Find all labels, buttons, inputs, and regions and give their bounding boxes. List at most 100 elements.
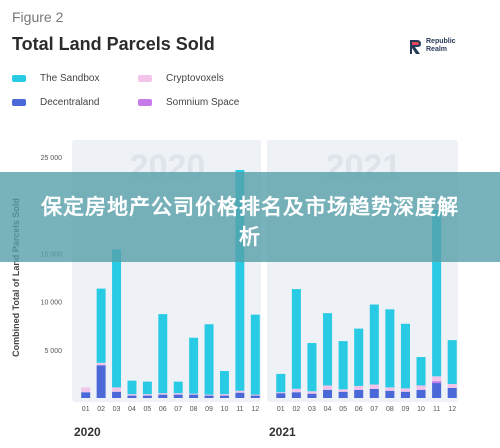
y-axis-title: Combined Total of Land Parcels Sold — [11, 198, 21, 357]
x-tick-label: 02 — [97, 406, 105, 413]
legend-swatch-somnium-space — [138, 99, 152, 106]
brand-name-line2: Realm — [426, 46, 448, 53]
x-tick-label: 05 — [143, 406, 151, 413]
x-tick-label: 09 — [205, 406, 213, 413]
bar-segment-cryptovoxels-2020-06 — [158, 393, 168, 395]
bar-segment-the-sandbox-2020-08 — [189, 337, 199, 394]
bar-segment-cryptovoxels-2021-02 — [291, 388, 301, 393]
bar-segment-decentraland-2021-09 — [400, 391, 410, 398]
chart-title: Total Land Parcels Sold — [12, 34, 215, 54]
bar-segment-the-sandbox-2021-08 — [385, 309, 395, 388]
bar-segment-decentraland-2020-11 — [235, 392, 245, 398]
bar-segment-decentraland-2020-02 — [96, 365, 106, 398]
bar-segment-cryptovoxels-2020-11 — [235, 390, 245, 393]
brand-name-line1: Republic — [426, 38, 456, 45]
bar-segment-cryptovoxels-2020-08 — [189, 393, 199, 395]
bar-segment-cryptovoxels-2021-01 — [276, 392, 286, 394]
x-tick-label: 02 — [292, 406, 300, 413]
bar-segment-the-sandbox-2020-03 — [112, 249, 122, 388]
bar-segment-decentraland-2020-08 — [189, 394, 199, 398]
bar-segment-the-sandbox-2020-02 — [96, 288, 106, 363]
bar-segment-cryptovoxels-2021-09 — [400, 388, 410, 392]
year-label-2020: 2020 — [74, 425, 101, 439]
bar-segment-decentraland-2021-11 — [432, 383, 442, 398]
x-tick-label: 03 — [113, 406, 121, 413]
bar-segment-cryptovoxels-2021-03 — [307, 391, 317, 394]
x-tick-label: 11 — [433, 406, 440, 413]
bar-segment-the-sandbox-2020-12 — [250, 314, 260, 395]
title-overlay-banner — [0, 172, 500, 262]
legend-label-the-sandbox: The Sandbox — [40, 73, 100, 84]
banner-title: 保定房地产公司价格排名及市场趋势深度解析 — [41, 195, 459, 249]
bar-segment-the-sandbox-2021-06 — [354, 328, 364, 386]
y-tick-label: 25 000 — [41, 155, 63, 162]
x-tick-label: 04 — [128, 406, 136, 413]
bar-segment-decentraland-2021-04 — [323, 389, 333, 398]
bar-segment-cryptovoxels-2021-06 — [354, 385, 364, 390]
x-tick-label: 11 — [236, 406, 243, 413]
bar-segment-decentraland-2021-08 — [385, 390, 395, 398]
y-tick-label: 5 000 — [44, 348, 62, 355]
legend-label-decentraland: Decentraland — [40, 97, 100, 108]
bar-segment-cryptovoxels-2021-11 — [432, 376, 442, 382]
bar-segment-the-sandbox-2021-03 — [307, 343, 317, 392]
bar-segment-the-sandbox-2020-05 — [142, 381, 152, 395]
brand-badge: Republic Realm — [408, 36, 488, 60]
x-tick-label: 12 — [251, 406, 259, 413]
x-tick-label: 09 — [402, 406, 410, 413]
bar-segment-decentraland-2020-04 — [127, 395, 137, 398]
bar-segment-decentraland-2021-03 — [307, 393, 317, 398]
legend-label-cryptovoxels: Cryptovoxels — [166, 73, 224, 84]
bar-segment-the-sandbox-2021-05 — [338, 341, 348, 390]
bar-segment-the-sandbox-2021-09 — [400, 323, 410, 389]
bar-segment-decentraland-2020-10 — [219, 395, 229, 398]
bar-segment-cryptovoxels-2020-10 — [219, 394, 229, 396]
legend-label-somnium-space: Somnium Space — [166, 97, 240, 108]
brand-name: Republic Realm — [426, 38, 486, 54]
bar-segment-the-sandbox-2020-09 — [204, 324, 214, 395]
republic-realm-logo-icon — [410, 40, 421, 54]
bar-segment-the-sandbox-2021-11 — [432, 210, 442, 377]
x-tick-label: 07 — [370, 406, 378, 413]
figure-label: Figure 2 — [12, 9, 64, 25]
bar-segment-decentraland-2020-09 — [204, 395, 214, 398]
bar-segment-the-sandbox-2021-10 — [416, 357, 426, 386]
x-tick-label: 07 — [174, 406, 182, 413]
x-tick-label: 05 — [339, 406, 347, 413]
bar-segment-somnium-space-2021-11 — [432, 381, 442, 384]
bar-segment-cryptovoxels-2021-12 — [447, 384, 457, 388]
y-tick-label: 10 000 — [41, 300, 63, 307]
bar-segment-cryptovoxels-2020-04 — [127, 394, 137, 396]
legend-swatch-the-sandbox — [12, 75, 26, 82]
bar-segment-decentraland-2020-06 — [158, 394, 168, 398]
bar-segment-the-sandbox-2021-04 — [323, 313, 333, 386]
year-label-2021: 2021 — [269, 425, 296, 439]
x-tick-label: 10 — [221, 406, 229, 413]
x-tick-label: 04 — [324, 406, 332, 413]
bar-segment-the-sandbox-2020-04 — [127, 380, 137, 395]
bar-segment-cryptovoxels-2020-03 — [112, 387, 122, 392]
bar-segment-the-sandbox-2020-06 — [158, 314, 168, 394]
bar-segment-decentraland-2021-05 — [338, 391, 348, 398]
x-tick-label: 12 — [448, 406, 456, 413]
x-tick-label: 06 — [355, 406, 363, 413]
bar-segment-decentraland-2020-12 — [250, 395, 260, 398]
bar-segment-cryptovoxels-2020-05 — [142, 394, 152, 396]
bar-segment-decentraland-2021-06 — [354, 389, 364, 398]
bar-segment-the-sandbox-2021-12 — [447, 340, 457, 385]
x-tick-label: 03 — [308, 406, 316, 413]
bar-segment-cryptovoxels-2021-04 — [323, 385, 333, 390]
bar-segment-cryptovoxels-2020-07 — [173, 393, 183, 395]
bar-segment-decentraland-2020-05 — [142, 395, 152, 398]
bar-segment-decentraland-2021-10 — [416, 389, 426, 398]
x-tick-label: 08 — [386, 406, 394, 413]
bar-segment-cryptovoxels-2020-09 — [204, 394, 214, 396]
bar-segment-cryptovoxels-2021-08 — [385, 387, 395, 391]
bar-segment-decentraland-2021-01 — [276, 393, 286, 398]
x-tick-label: 08 — [190, 406, 198, 413]
bar-segment-decentraland-2021-07 — [369, 388, 379, 398]
bar-segment-the-sandbox-2021-01 — [276, 373, 286, 393]
bar-segment-decentraland-2021-12 — [447, 387, 457, 398]
bar-segment-cryptovoxels-2021-10 — [416, 385, 426, 390]
bar-segment-cryptovoxels-2020-01 — [81, 387, 91, 393]
